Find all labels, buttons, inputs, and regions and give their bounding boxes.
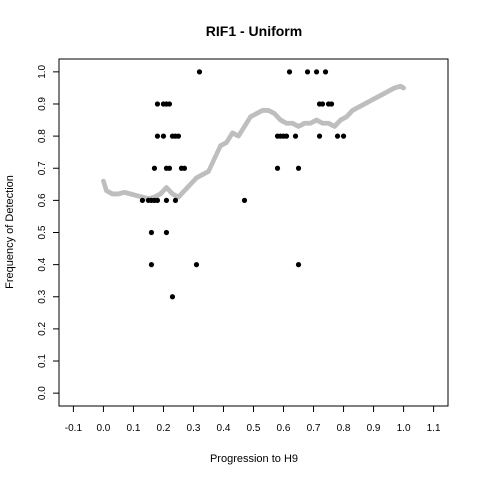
data-point bbox=[328, 101, 335, 107]
x-tick-label: 0.1 bbox=[126, 423, 140, 434]
data-point bbox=[148, 262, 155, 268]
x-axis-label: Progression to H9 bbox=[210, 453, 298, 465]
data-point bbox=[151, 165, 158, 171]
data-point bbox=[154, 197, 161, 203]
data-point bbox=[172, 197, 179, 203]
y-tick-label: 1.0 bbox=[37, 64, 48, 78]
data-point bbox=[166, 165, 173, 171]
data-point bbox=[319, 101, 326, 107]
x-tick-label: 0.6 bbox=[277, 423, 291, 434]
data-point bbox=[196, 69, 203, 75]
data-point bbox=[283, 133, 290, 139]
y-axis: 0.0 0.1 0.2 0.3 0.4 0.5 0.6 0.7 0.8 0.9 1.0 bbox=[37, 64, 59, 400]
data-point bbox=[340, 133, 347, 139]
data-point bbox=[154, 101, 161, 107]
y-tick-label: 0.1 bbox=[37, 354, 48, 368]
x-tick-label: 0.7 bbox=[307, 423, 321, 434]
data-point bbox=[175, 133, 182, 139]
data-point bbox=[163, 197, 170, 203]
data-point bbox=[160, 133, 167, 139]
y-tick-label: 0.9 bbox=[37, 97, 48, 111]
x-tick-label: 0.3 bbox=[187, 423, 201, 434]
data-point bbox=[163, 229, 170, 236]
data-point bbox=[304, 69, 311, 75]
data-point bbox=[181, 165, 188, 171]
y-tick-label: 0.3 bbox=[37, 289, 48, 303]
y-tick-label: 0.2 bbox=[37, 322, 48, 336]
data-point bbox=[193, 262, 200, 268]
trend-line bbox=[101, 83, 406, 202]
y-tick-label: 0.4 bbox=[37, 257, 48, 271]
y-tick-label: 0.6 bbox=[37, 193, 48, 207]
y-tick-label: 0.7 bbox=[37, 161, 48, 175]
trend-point bbox=[401, 85, 406, 91]
data-point bbox=[334, 133, 341, 139]
scatter-points bbox=[139, 69, 347, 300]
data-point bbox=[274, 165, 281, 171]
x-axis: -0.1 0.0 0.1 0.2 0.3 0.4 0.5 0.6 0.7 0.8 0.9 1.0 1.1 bbox=[65, 406, 441, 434]
data-point bbox=[292, 133, 299, 139]
y-axis-label: Frequency of Detection bbox=[4, 175, 16, 289]
x-tick-label: 0.2 bbox=[157, 423, 171, 434]
x-tick-label: 0.5 bbox=[247, 423, 261, 434]
data-point bbox=[139, 197, 146, 203]
x-tick-label: 0.0 bbox=[96, 423, 110, 434]
x-tick-label: 0.4 bbox=[217, 423, 231, 434]
data-point bbox=[154, 133, 161, 139]
y-tick-label: 0.0 bbox=[37, 386, 48, 400]
x-tick-label: -0.1 bbox=[65, 423, 83, 434]
x-tick-label: 0.8 bbox=[337, 423, 351, 434]
data-point bbox=[169, 294, 176, 300]
data-point bbox=[148, 229, 155, 236]
data-point bbox=[316, 133, 323, 139]
x-tick-label: 0.9 bbox=[367, 423, 381, 434]
data-point bbox=[295, 165, 302, 171]
data-point bbox=[295, 262, 302, 268]
chart-title: RIF1 - Uniform bbox=[206, 23, 302, 39]
data-point bbox=[313, 69, 320, 75]
data-point bbox=[241, 197, 248, 203]
y-tick-label: 0.5 bbox=[37, 225, 48, 239]
plot-area bbox=[58, 58, 449, 407]
data-point bbox=[286, 69, 293, 75]
x-tick-label: 1.0 bbox=[397, 423, 411, 434]
y-tick-label: 0.8 bbox=[37, 129, 48, 143]
data-point bbox=[166, 101, 173, 107]
data-point bbox=[322, 69, 329, 75]
x-tick-label: 1.1 bbox=[427, 423, 441, 434]
